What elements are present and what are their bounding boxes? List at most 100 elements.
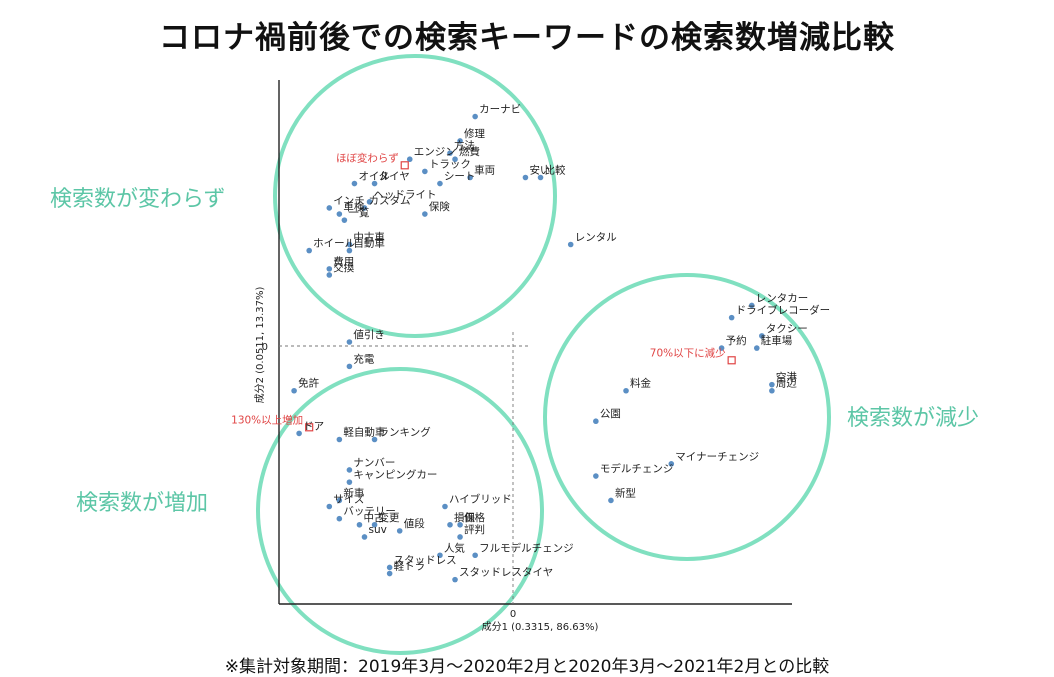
point-label: 修理 bbox=[464, 127, 485, 140]
point-label: 新型 bbox=[615, 486, 636, 499]
point-label: 一覧 bbox=[348, 206, 369, 219]
data-point bbox=[753, 345, 760, 351]
data-point bbox=[593, 473, 599, 479]
y-axis-label: 成分2 (0.0511, 13.37%) bbox=[254, 286, 266, 403]
point-label: オイル bbox=[358, 171, 390, 183]
threshold-marker bbox=[727, 356, 736, 365]
circle-unchanged bbox=[273, 54, 557, 338]
data-point bbox=[346, 363, 353, 370]
point-label: スタッドレスタイヤ bbox=[459, 567, 553, 579]
data-point bbox=[371, 436, 378, 443]
point-label: ハイブリッド bbox=[449, 493, 512, 506]
point-label: ランキング bbox=[379, 425, 432, 438]
footnote: ※集計対象期間：2019年3月～2020年2月と2020年3月～2021年2月と… bbox=[224, 657, 830, 677]
data-point bbox=[336, 436, 343, 443]
point-label: 中古 bbox=[363, 511, 384, 524]
data-point bbox=[366, 199, 373, 205]
data-point bbox=[447, 521, 453, 528]
data-point bbox=[522, 174, 529, 181]
point-label: ナンバー bbox=[353, 457, 395, 469]
point-label: 交換 bbox=[333, 261, 354, 274]
data-point bbox=[593, 418, 599, 425]
point-label: 駐車場 bbox=[761, 334, 793, 347]
point-label: 充電 bbox=[353, 352, 374, 365]
x-zero-tick: 0 bbox=[510, 609, 516, 620]
data-point bbox=[336, 211, 343, 217]
point-label: 車両 bbox=[474, 163, 495, 176]
data-point bbox=[452, 576, 458, 583]
data-point bbox=[326, 205, 333, 211]
point-label: 料金 bbox=[630, 377, 651, 390]
data-point bbox=[346, 339, 353, 345]
data-point bbox=[452, 156, 458, 163]
data-point bbox=[442, 503, 448, 510]
point-label: 軽トラ bbox=[394, 561, 426, 573]
data-point bbox=[769, 381, 775, 388]
point-label: ドア bbox=[303, 420, 324, 432]
data-point bbox=[306, 247, 312, 254]
data-point bbox=[341, 217, 348, 223]
point-label: ヘッドライト bbox=[374, 189, 437, 201]
data-point bbox=[447, 150, 453, 156]
data-point bbox=[351, 180, 358, 187]
data-point bbox=[336, 515, 343, 522]
point-label: 値引き bbox=[353, 328, 385, 341]
point-label: 変更 bbox=[379, 511, 400, 524]
data-point bbox=[457, 138, 463, 144]
point-label: 費用 bbox=[333, 255, 354, 268]
data-point bbox=[291, 387, 297, 394]
point-label: 評判 bbox=[464, 523, 485, 536]
point-label: サイズ bbox=[333, 493, 364, 506]
point-label: シート bbox=[444, 171, 476, 183]
point-label: 周辺 bbox=[776, 378, 797, 390]
point-label: 保険 bbox=[429, 200, 450, 213]
point-label: 価格 bbox=[464, 511, 485, 524]
data-point bbox=[567, 241, 574, 248]
data-point bbox=[386, 564, 393, 571]
point-label: タイヤ bbox=[379, 171, 410, 183]
y-zero-tick: 0 bbox=[262, 342, 268, 353]
point-label: 公園 bbox=[600, 408, 621, 420]
data-point bbox=[371, 180, 378, 187]
x-axis-label: 成分1 (0.3315, 86.63%) bbox=[482, 621, 599, 633]
point-label: キャンピングカー bbox=[353, 468, 437, 481]
point-label: カスタム bbox=[369, 195, 411, 207]
point-label: 人気 bbox=[444, 541, 465, 554]
data-point bbox=[296, 430, 302, 437]
data-point bbox=[371, 521, 378, 528]
data-point bbox=[472, 552, 478, 559]
point-label: レンタカー bbox=[756, 292, 809, 304]
data-point bbox=[346, 467, 353, 473]
group-label-decrease: 検索数が減少 bbox=[847, 406, 979, 431]
data-point bbox=[769, 387, 775, 394]
data-point bbox=[386, 570, 393, 577]
point-label: スタッドレス bbox=[394, 554, 457, 566]
point-label: 新車 bbox=[343, 486, 364, 499]
point-label: インチ bbox=[333, 195, 365, 207]
data-point bbox=[537, 174, 544, 181]
data-point bbox=[396, 528, 403, 534]
data-point bbox=[356, 521, 363, 528]
point-label: 車検 bbox=[343, 200, 364, 213]
point-label: マイナーチェンジ bbox=[675, 451, 759, 463]
threshold-marker bbox=[305, 423, 314, 432]
data-point bbox=[336, 497, 343, 504]
threshold-marker bbox=[400, 161, 409, 170]
data-point bbox=[748, 302, 755, 309]
point-label: 中古車 bbox=[353, 231, 385, 244]
data-point bbox=[361, 534, 368, 540]
point-label: フルモデルチェンジ bbox=[479, 541, 574, 554]
threshold-label: 70%以下に減少 bbox=[650, 346, 726, 359]
group-label-increase: 検索数が増加 bbox=[76, 491, 208, 516]
data-point bbox=[437, 552, 443, 559]
data-point bbox=[467, 174, 473, 181]
point-label: 燃費 bbox=[459, 145, 480, 158]
point-label: suv bbox=[369, 524, 387, 536]
point-label: 予約 bbox=[726, 334, 747, 347]
data-point bbox=[422, 168, 428, 175]
data-point bbox=[326, 266, 333, 272]
threshold-label: ほぼ変わらず bbox=[336, 151, 399, 164]
point-label: レンタル bbox=[575, 232, 617, 244]
